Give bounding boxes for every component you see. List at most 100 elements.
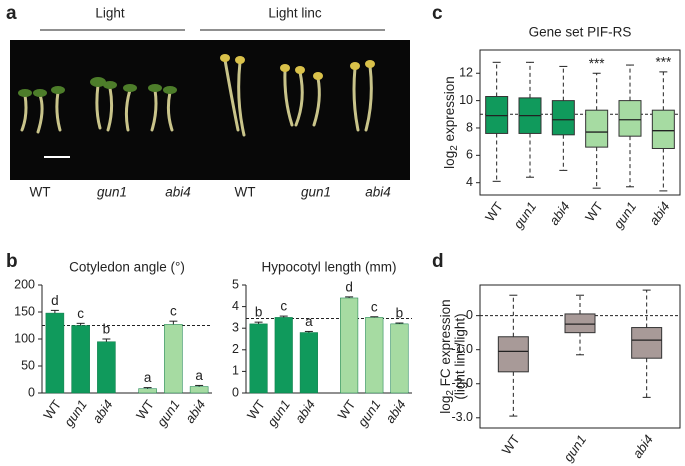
x-tick-label: gun1 bbox=[610, 199, 639, 231]
panel-label: a bbox=[6, 3, 17, 24]
bar bbox=[138, 388, 157, 394]
panel-label: b bbox=[6, 251, 18, 272]
chart-title: Hypocotyl length (mm) bbox=[261, 260, 396, 275]
photo-label: abi4 bbox=[165, 185, 191, 200]
x-tick-label: abi4 bbox=[292, 397, 318, 426]
y-tick-label: 50 bbox=[21, 358, 35, 372]
chart-title: Gene set PIF-RS bbox=[529, 25, 632, 40]
annotation: a bbox=[195, 368, 203, 383]
bar bbox=[299, 332, 318, 394]
photo-label: abi4 bbox=[365, 185, 391, 200]
annotation: c bbox=[77, 306, 84, 321]
y-axis-label-sub: 2 bbox=[445, 390, 456, 396]
bar bbox=[340, 297, 359, 394]
box bbox=[564, 313, 596, 334]
y-tick-label: 100 bbox=[14, 331, 35, 345]
photo-label: WT bbox=[30, 185, 51, 200]
y-tick-label: 8 bbox=[466, 120, 473, 134]
photo-label: WT bbox=[235, 185, 256, 200]
x-tick-label: gun1 bbox=[355, 397, 384, 429]
x-tick-label: gun1 bbox=[154, 397, 183, 429]
annotation: a bbox=[305, 314, 313, 329]
x-tick-label: abi4 bbox=[382, 397, 408, 426]
x-tick-label: WT bbox=[244, 397, 268, 422]
x-tick-label: abi4 bbox=[89, 397, 115, 426]
plot-frame bbox=[479, 284, 681, 429]
box bbox=[497, 336, 529, 373]
box bbox=[585, 109, 609, 148]
box bbox=[618, 100, 642, 137]
bar bbox=[390, 323, 409, 394]
bar bbox=[249, 323, 268, 394]
bar bbox=[71, 325, 90, 394]
annotation: b bbox=[103, 322, 111, 337]
x-tick-label: WT bbox=[133, 397, 157, 422]
y-tick-label: 4 bbox=[232, 299, 239, 313]
annotation: d bbox=[345, 279, 353, 294]
y-tick-label: 0 bbox=[28, 385, 35, 399]
y-axis-label-sub: 2 bbox=[449, 145, 460, 151]
annotation: c bbox=[170, 304, 177, 319]
y-axis-label: (light linc/light) bbox=[453, 313, 468, 399]
group-label: Light linc bbox=[268, 6, 322, 21]
y-axis-label: log2 FC expression bbox=[438, 299, 456, 413]
annotation: b bbox=[255, 305, 263, 320]
photo bbox=[10, 40, 410, 180]
y-tick-label: 0 bbox=[232, 385, 239, 399]
bar bbox=[45, 312, 65, 394]
y-tick-label: 1 bbox=[232, 364, 239, 378]
x-tick-label: WT bbox=[499, 432, 523, 457]
x-tick-label: abi4 bbox=[182, 397, 208, 426]
x-tick-label: gun1 bbox=[264, 397, 293, 429]
x-tick-label: abi4 bbox=[646, 199, 672, 228]
y-tick-label: 2 bbox=[232, 342, 239, 356]
annotation: c bbox=[371, 299, 378, 314]
annotation: d bbox=[51, 293, 59, 308]
y-tick-label: -1.0 bbox=[451, 342, 473, 356]
y-tick-label: 10 bbox=[459, 93, 473, 107]
y-tick-label: 3 bbox=[232, 320, 239, 334]
y-tick-label: -2.0 bbox=[451, 376, 473, 390]
y-tick-label: 5 bbox=[232, 277, 239, 291]
bar bbox=[97, 341, 116, 394]
group-label: Light bbox=[95, 6, 125, 21]
x-tick-label: gun1 bbox=[61, 397, 90, 429]
bar bbox=[274, 317, 293, 394]
y-axis-label: log2 expression bbox=[442, 76, 460, 169]
box bbox=[485, 96, 509, 134]
photo-label: gun1 bbox=[97, 185, 127, 200]
x-tick-label: WT bbox=[40, 397, 64, 422]
box bbox=[631, 327, 663, 359]
annotation: *** bbox=[589, 56, 606, 71]
annotation: c bbox=[280, 299, 287, 314]
x-tick-label: abi4 bbox=[630, 432, 656, 461]
y-axis-label-part: log bbox=[442, 151, 457, 169]
x-tick-label: WT bbox=[335, 397, 359, 422]
y-tick-label: 200 bbox=[14, 277, 35, 291]
x-tick-label: WT bbox=[482, 199, 506, 224]
x-tick-label: WT bbox=[582, 199, 606, 224]
box bbox=[551, 100, 575, 136]
y-tick-label: -3.0 bbox=[451, 410, 473, 424]
plot-frame bbox=[479, 49, 681, 196]
x-tick-label: gun1 bbox=[510, 199, 539, 231]
y-tick-label: 150 bbox=[14, 304, 35, 318]
box bbox=[651, 109, 675, 149]
y-tick-label: 6 bbox=[466, 148, 473, 162]
bar bbox=[164, 324, 183, 394]
panel-label: c bbox=[432, 3, 443, 24]
photo-label: gun1 bbox=[301, 185, 331, 200]
x-tick-label: gun1 bbox=[560, 432, 589, 464]
x-tick-label: abi4 bbox=[546, 199, 572, 228]
y-tick-label: 12 bbox=[459, 66, 473, 80]
annotation: b bbox=[396, 306, 404, 321]
y-tick-label: 0 bbox=[466, 308, 473, 322]
bar bbox=[365, 317, 384, 394]
y-tick-label: 4 bbox=[466, 175, 473, 189]
y-axis-label-part: expression bbox=[442, 76, 457, 145]
panel-label: d bbox=[432, 251, 444, 272]
bar bbox=[189, 386, 209, 394]
y-axis-label-part: FC expression bbox=[438, 299, 453, 390]
y-axis-label-part: log bbox=[438, 396, 453, 414]
